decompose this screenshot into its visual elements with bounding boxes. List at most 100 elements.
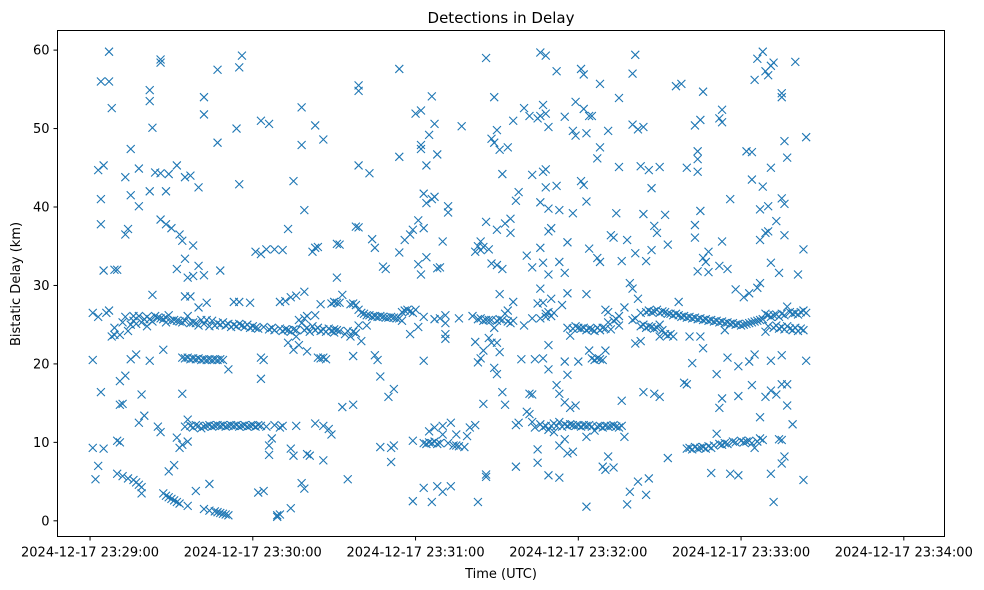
data-point-marker (487, 134, 496, 144)
data-point-marker (497, 264, 507, 274)
data-point-marker (438, 487, 448, 497)
data-point-marker (508, 116, 518, 126)
data-point-marker (283, 224, 293, 234)
data-point-marker (714, 261, 724, 271)
data-point-marker (93, 461, 103, 471)
data-point-marker (454, 314, 464, 323)
data-point-marker (525, 389, 534, 399)
data-point-marker (595, 143, 605, 152)
data-point-marker (655, 332, 665, 341)
data-point-marker (796, 324, 806, 333)
data-point-marker (416, 140, 426, 150)
data-point-marker (571, 401, 580, 410)
data-point-marker (582, 432, 591, 442)
data-point-marker (668, 332, 678, 341)
data-point-marker (552, 66, 561, 76)
data-point-marker (419, 189, 429, 199)
data-point-marker (603, 307, 613, 317)
data-point-marker (544, 365, 553, 374)
data-point-marker (500, 400, 510, 410)
data-point-marker (253, 420, 263, 430)
data-point-marker (695, 332, 705, 341)
data-point-marker (663, 309, 673, 319)
data-point-marker (123, 474, 133, 483)
data-point-marker (188, 271, 198, 281)
data-point-marker (310, 310, 320, 320)
data-point-marker (709, 441, 719, 450)
data-point-marker (763, 201, 773, 211)
data-point-marker (172, 316, 182, 326)
data-point-marker (427, 92, 437, 101)
data-point-marker (408, 496, 418, 506)
data-point-marker (413, 215, 423, 225)
data-point-marker (628, 69, 637, 79)
data-point-marker (535, 197, 545, 207)
data-point-marker (497, 169, 507, 179)
data-point-marker (584, 244, 594, 253)
data-point-marker (118, 317, 127, 327)
data-point-marker (256, 116, 266, 126)
data-point-marker (356, 308, 366, 318)
data-point-marker (522, 251, 532, 261)
data-point-marker (394, 152, 404, 162)
data-point-marker (755, 412, 765, 422)
data-point-marker (601, 346, 610, 355)
data-point-marker (451, 430, 461, 439)
data-point-marker (644, 474, 654, 483)
data-point-marker (188, 317, 198, 327)
data-point-marker (780, 310, 789, 320)
data-point-marker (527, 314, 537, 323)
data-point-marker (511, 462, 521, 472)
data-point-marker (446, 418, 456, 428)
data-point-marker (348, 327, 358, 337)
data-point-marker (552, 181, 561, 191)
data-point-marker (175, 230, 184, 239)
data-point-marker (541, 51, 551, 60)
data-point-marker (720, 438, 730, 448)
data-point-marker (408, 436, 418, 446)
data-point-marker (506, 214, 515, 224)
data-point-marker (560, 112, 570, 122)
data-point-marker (194, 321, 203, 330)
data-point-marker (492, 260, 502, 270)
data-point-marker (693, 167, 703, 177)
data-point-marker (761, 392, 770, 402)
data-point-marker (630, 248, 640, 258)
data-point-marker (625, 487, 635, 497)
data-point-marker (161, 491, 171, 501)
data-point-marker (639, 209, 648, 219)
data-point-marker (465, 423, 475, 432)
data-point-marker (535, 111, 545, 121)
data-point-marker (318, 421, 328, 431)
data-point-marker (264, 450, 274, 460)
data-point-marker (375, 372, 385, 381)
data-point-marker (742, 437, 751, 446)
data-point-marker (218, 355, 228, 365)
data-point-marker (484, 333, 494, 343)
data-point-marker (538, 298, 548, 308)
data-point-marker (164, 466, 174, 476)
data-point-marker (278, 245, 288, 255)
data-point-marker (161, 219, 171, 229)
data-point-marker (603, 452, 613, 461)
data-point-marker (337, 402, 347, 412)
data-point-marker (682, 379, 692, 389)
data-point-marker (549, 308, 559, 318)
data-point-marker (766, 312, 776, 322)
data-point-marker (660, 307, 670, 317)
data-point-marker (356, 336, 366, 346)
data-point-marker (554, 417, 564, 427)
data-point-marker (397, 307, 407, 317)
data-point-marker (411, 109, 420, 119)
data-point-marker (750, 75, 760, 85)
data-point-marker (782, 153, 792, 162)
data-point-marker (576, 324, 586, 333)
data-point-marker (234, 297, 244, 307)
x-tick-label: 2024-12-17 23:32:00 (509, 546, 647, 561)
data-point-marker (698, 343, 708, 353)
data-point-marker (647, 245, 656, 255)
data-point-marker (563, 370, 572, 380)
data-point-marker (544, 425, 553, 435)
data-point-marker (196, 423, 206, 433)
